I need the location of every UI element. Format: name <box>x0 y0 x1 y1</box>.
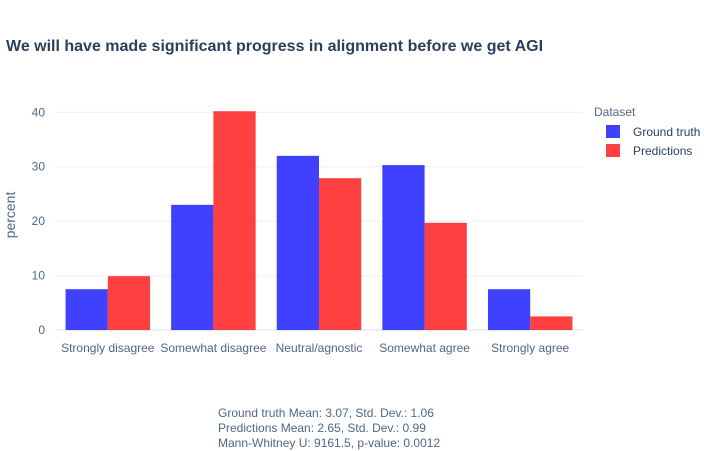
legend-label[interactable]: Ground truth <box>633 125 700 139</box>
x-tick-label: Somewhat agree <box>379 341 470 355</box>
bar-ground-truth-3[interactable] <box>276 155 319 330</box>
stats-annotation: Ground truth Mean: 3.07, Std. Dev.: 1.06… <box>218 406 440 451</box>
y-tick-label: 10 <box>32 269 46 283</box>
x-tick-label: Neutral/agnostic <box>276 341 363 355</box>
bar-predictions-3[interactable] <box>319 178 362 330</box>
y-tick-label: 0 <box>38 323 45 337</box>
y-tick-label: 20 <box>32 214 46 228</box>
legend-title: Dataset <box>594 105 636 119</box>
legend-label[interactable]: Predictions <box>633 144 692 158</box>
bar-ground-truth-1[interactable] <box>65 289 108 330</box>
y-tick-label: 40 <box>32 105 46 119</box>
bar-predictions-1[interactable] <box>107 276 151 330</box>
legend-swatch-predictions[interactable] <box>606 144 620 157</box>
x-tick-label: Somewhat disagree <box>160 341 266 355</box>
stats-line-predictions: Predictions Mean: 2.65, Std. Dev.: 0.99 <box>218 421 426 435</box>
tick-layer: 0 10 20 30 40 Strongly disagree Somewhat disag… <box>32 105 570 355</box>
bar-predictions-2[interactable] <box>213 111 256 330</box>
y-tick-label: 30 <box>32 160 46 174</box>
x-tick-label: Strongly disagree <box>61 341 155 355</box>
stats-line-ground-truth: Ground truth Mean: 3.07, Std. Dev.: 1.06 <box>218 406 434 420</box>
stats-line-mann-whitney: Mann-Whitney U: 9161.5, p-value: 0.0012 <box>218 436 441 450</box>
legend-swatch-ground-truth[interactable] <box>606 125 620 138</box>
bar-predictions-4[interactable] <box>424 222 467 330</box>
chart-title: We will have made significant progress i… <box>6 38 543 55</box>
x-tick-label: Strongly agree <box>491 341 569 355</box>
legend[interactable]: Dataset Ground truth Predictions <box>594 105 700 158</box>
bar-ground-truth-4[interactable] <box>382 165 425 330</box>
bar-layer <box>65 111 573 330</box>
bar-ground-truth-2[interactable] <box>171 204 214 330</box>
bar-ground-truth-5[interactable] <box>487 289 531 330</box>
bar-predictions-5[interactable] <box>530 316 573 330</box>
y-axis-title: percent <box>2 192 18 239</box>
